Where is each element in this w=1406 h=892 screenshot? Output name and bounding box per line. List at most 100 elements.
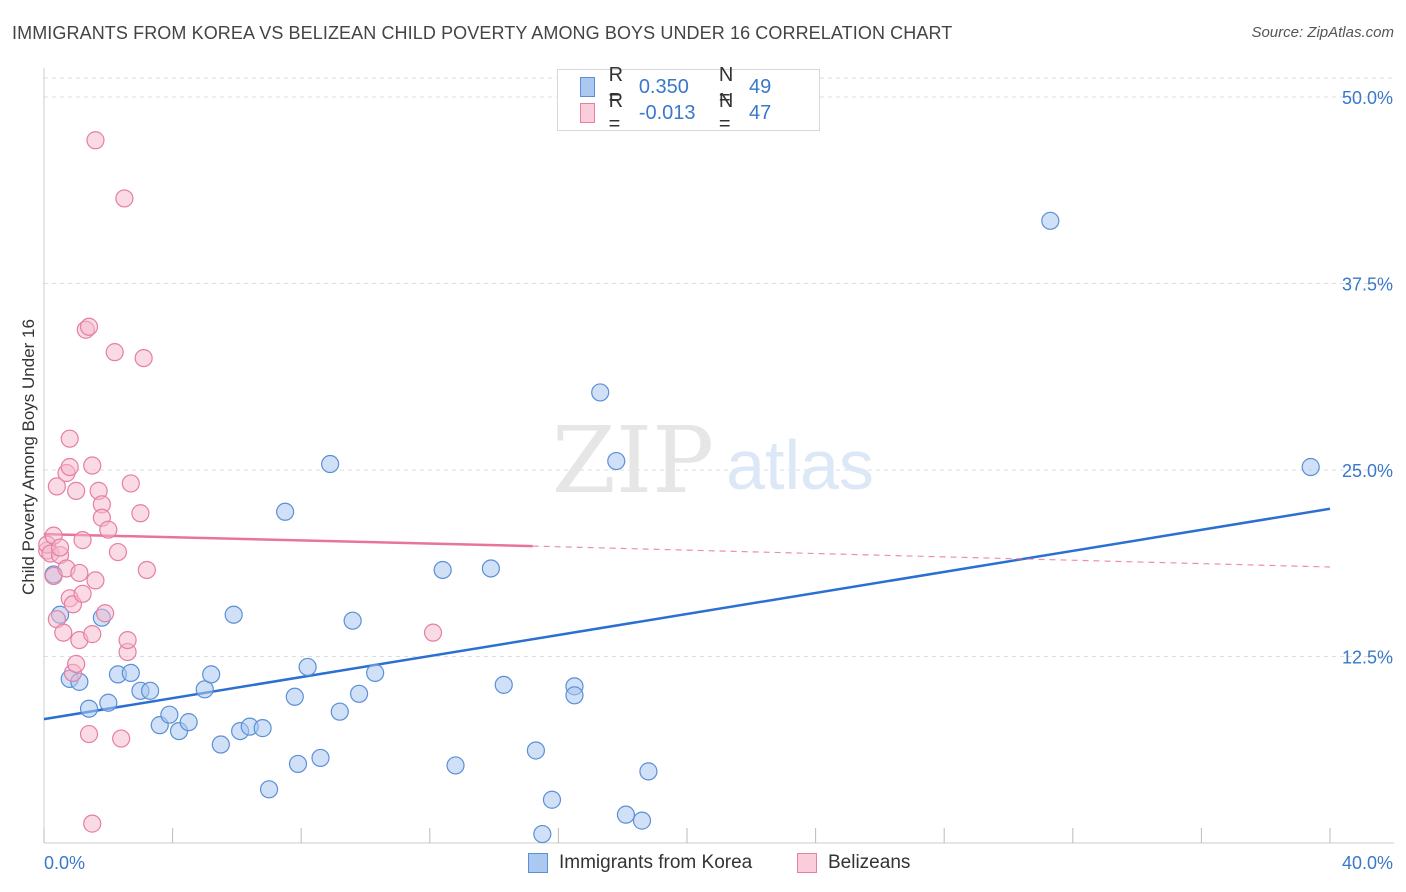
series-label-belizeans: Belizeans: [828, 852, 911, 873]
trend-line-korea: [43, 507, 1331, 721]
point-korea: [276, 502, 295, 521]
point-korea: [607, 451, 626, 471]
point-belizeans: [86, 131, 105, 150]
point-korea: [288, 754, 308, 774]
point-korea: [565, 686, 584, 705]
x-tick-labels: 0.0% 40.0%: [44, 853, 1393, 873]
point-belizeans: [86, 571, 105, 590]
y-tick-label: 50.0%: [1342, 88, 1393, 108]
point-korea: [79, 699, 99, 718]
point-belizeans: [115, 189, 134, 208]
y-tick-labels: 12.5% 25.0% 37.5% 50.0%: [1342, 88, 1393, 668]
point-belizeans: [50, 538, 70, 557]
point-korea: [224, 605, 243, 624]
point-korea: [494, 675, 513, 694]
point-belizeans: [54, 623, 73, 642]
point-korea: [1301, 457, 1320, 477]
y-tick-label: 25.0%: [1342, 461, 1393, 481]
legend-r-label: R =: [608, 90, 624, 135]
trend-lines: [43, 507, 1331, 721]
point-belizeans: [60, 457, 79, 477]
point-belizeans: [60, 429, 79, 448]
point-belizeans: [99, 520, 118, 539]
point-belizeans: [73, 531, 92, 550]
point-belizeans: [83, 814, 102, 833]
point-korea: [211, 735, 230, 754]
point-belizeans: [70, 563, 89, 583]
point-korea: [285, 687, 304, 706]
legend-r-label: R =: [608, 64, 624, 109]
chart-title: IMMIGRANTS FROM KOREA VS BELIZEAN CHILD …: [12, 23, 953, 43]
axes: [43, 68, 1394, 844]
point-belizeans: [134, 349, 153, 368]
point-belizeans: [105, 343, 124, 362]
legend-swatch-korea: [580, 77, 595, 97]
legend-swatch-belizeans: [580, 103, 595, 123]
point-korea: [481, 559, 500, 578]
point-korea: [253, 719, 272, 738]
point-korea: [202, 665, 221, 684]
point-belizeans: [108, 542, 128, 562]
point-belizeans: [79, 317, 99, 336]
point-korea: [321, 454, 340, 474]
data-points: [38, 131, 1320, 844]
point-belizeans: [423, 623, 443, 642]
point-korea: [160, 705, 179, 724]
x-tick-label-min: 0.0%: [44, 853, 85, 873]
series-swatch-korea: [528, 853, 548, 873]
legend-n-label: N =: [718, 64, 734, 109]
point-korea: [366, 663, 385, 683]
point-korea: [298, 657, 317, 677]
point-korea: [632, 811, 652, 830]
legend-r-value: -0.013: [638, 101, 696, 124]
point-korea: [259, 780, 279, 799]
point-korea: [349, 684, 369, 703]
point-korea: [533, 824, 552, 844]
point-belizeans: [67, 654, 86, 674]
y-axis-title: Child Poverty Among Boys Under 16: [19, 319, 38, 595]
series-legend-belizeans: Belizeans: [797, 852, 910, 874]
point-korea: [446, 756, 465, 775]
point-korea: [330, 702, 349, 721]
point-belizeans: [137, 560, 156, 580]
point-belizeans: [73, 584, 92, 603]
point-korea: [343, 611, 362, 630]
point-korea: [99, 693, 118, 712]
point-belizeans: [95, 604, 115, 623]
point-korea: [639, 762, 658, 781]
trend-line-belizeans: [43, 532, 533, 548]
point-korea: [1041, 211, 1060, 230]
point-belizeans: [131, 504, 150, 523]
point-belizeans: [112, 729, 131, 748]
watermark-atlas: atlas: [726, 426, 874, 504]
point-belizeans: [67, 481, 86, 500]
y-tick-label: 37.5%: [1342, 275, 1393, 295]
legend-row-belizeans: R = -0.013 N = 47: [580, 90, 819, 135]
y-tick-label: 12.5%: [1342, 648, 1393, 668]
point-korea: [179, 713, 198, 732]
legend-row-korea: R = 0.350 N = 49: [580, 64, 819, 109]
point-belizeans: [83, 625, 102, 644]
legend-n-label: N =: [718, 90, 734, 135]
trend-line-belizeans-extension: [532, 545, 1331, 568]
point-korea: [591, 383, 610, 402]
series-swatch-belizeans: [797, 853, 817, 873]
correlation-legend: R = 0.350 N = 49 R = -0.013 N = 47: [557, 64, 820, 135]
source-label: Source: ZipAtlas.com: [1251, 24, 1394, 41]
point-belizeans: [121, 474, 140, 493]
point-korea: [542, 790, 562, 809]
legend-n-value: 49: [749, 75, 772, 98]
point-korea: [121, 663, 140, 683]
legend-n-value: 47: [749, 101, 772, 124]
series-legend: Immigrants from Korea Belizeans: [0, 852, 1406, 878]
grid-lines: [44, 77, 1394, 657]
point-korea: [311, 748, 330, 768]
series-legend-korea: Immigrants from Korea: [528, 852, 752, 874]
point-belizeans: [47, 477, 66, 496]
x-tick-label-max: 40.0%: [1342, 853, 1393, 873]
point-belizeans: [83, 456, 102, 475]
point-belizeans: [118, 630, 137, 650]
series-label-korea: Immigrants from Korea: [559, 852, 753, 873]
watermark-zip: ZIP: [552, 407, 714, 514]
